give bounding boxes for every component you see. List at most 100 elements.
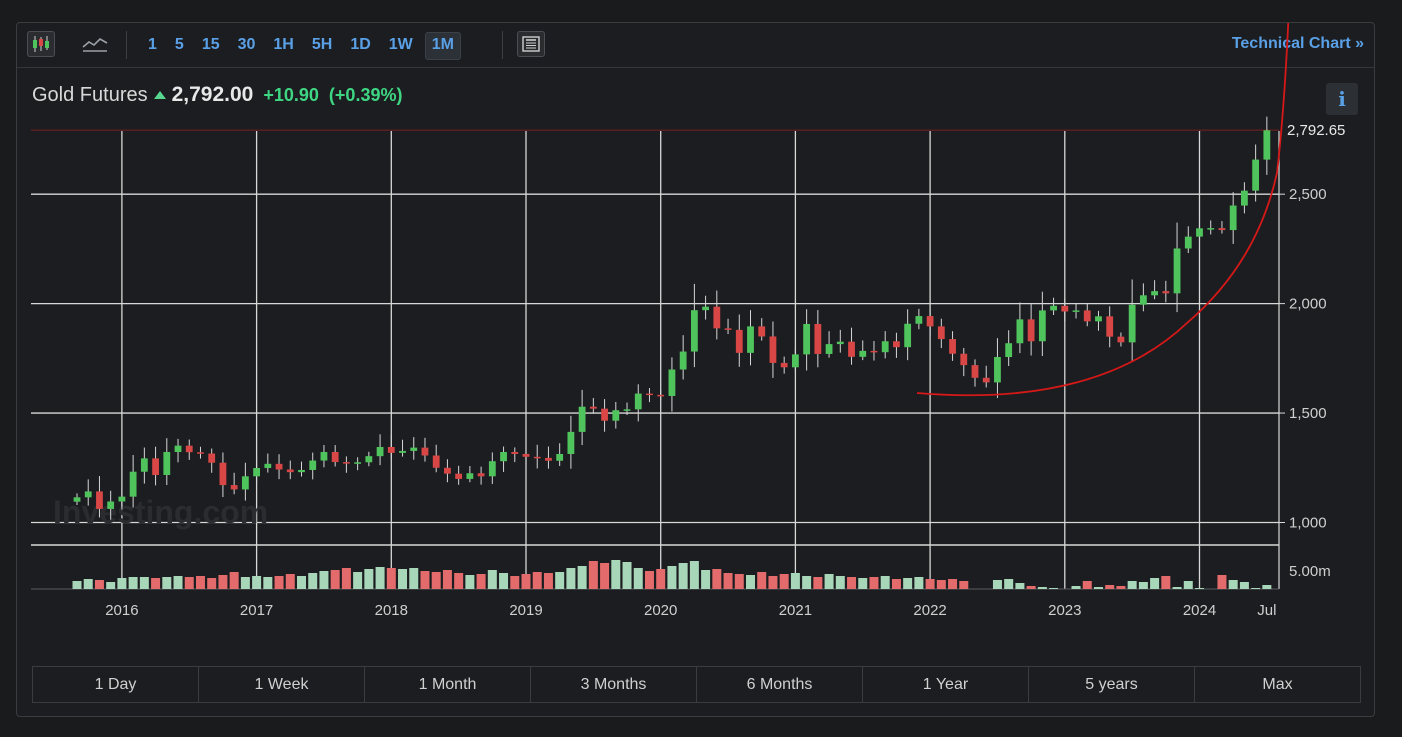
interval-1w[interactable]: 1W (388, 36, 413, 53)
candle-down (444, 467, 451, 474)
volume-bar (375, 567, 385, 589)
volume-bar (1015, 583, 1025, 589)
candle-up (163, 452, 171, 475)
volume-bar (1172, 587, 1182, 589)
newspaper-icon[interactable] (517, 31, 545, 57)
interval-1h[interactable]: 1H (273, 36, 294, 53)
volume-bar (678, 563, 688, 589)
price-chart[interactable]: 1,000 1,500 2,000 2,500 2016 2017 2018 2019 2020… (17, 23, 1376, 623)
candle-down (387, 446, 395, 453)
volume-bar (948, 579, 958, 589)
volume-bar (1251, 588, 1261, 589)
candle-up (1072, 310, 1080, 312)
volume-bar (218, 575, 228, 589)
interval-15[interactable]: 15 (201, 36, 220, 53)
range-1-day[interactable]: 1 Day (33, 667, 199, 702)
interval-1d[interactable]: 1D (350, 36, 371, 53)
candle-down (646, 393, 653, 396)
range-1-week[interactable]: 1 Week (199, 667, 365, 702)
volume-bar (319, 571, 329, 589)
volume-bar (644, 571, 654, 589)
volume-bar (1116, 586, 1126, 589)
x-tick-label: 2023 (1048, 602, 1081, 619)
range-selector: 1 Day 1 Week 1 Month 3 Months 6 Months 1 Year… (32, 666, 1361, 703)
candle-up (679, 351, 687, 370)
volume-bar (308, 573, 318, 589)
volume-bar (139, 577, 149, 589)
price-change-percent: (+0.39%) (328, 85, 403, 105)
candle-up (567, 431, 575, 454)
candle-up (904, 323, 912, 348)
volume-bar (656, 569, 666, 589)
candle-down (1106, 316, 1114, 337)
range-1-month[interactable]: 1 Month (365, 667, 531, 702)
candle-up (488, 461, 496, 477)
range-max[interactable]: Max (1262, 676, 1293, 693)
candle-up (1196, 228, 1203, 237)
volume-bar (431, 572, 441, 589)
volume-bar (364, 569, 374, 589)
candle-down (219, 462, 227, 486)
y-tick-label: 1,500 (1289, 405, 1327, 422)
technical-chart-link[interactable]: Technical Chart » (1231, 35, 1364, 52)
interval-30[interactable]: 30 (237, 36, 256, 53)
volume-bar (992, 580, 1002, 589)
candle-down (197, 452, 204, 454)
candle-down (511, 452, 519, 454)
range-3-months[interactable]: 3 Months (531, 667, 697, 702)
toolbar-divider (502, 31, 503, 59)
x-tick-label: Jul (1257, 602, 1276, 619)
info-button[interactable]: i (1326, 83, 1358, 115)
candle-up (1095, 316, 1102, 322)
interval-5h[interactable]: 5H (311, 36, 333, 53)
volume-bar (106, 582, 116, 589)
interval-1m[interactable]: 1M (424, 32, 461, 60)
candle-up (836, 341, 844, 345)
volume-bar (903, 578, 913, 589)
interval-1[interactable]: 1 (148, 36, 157, 53)
candle-up (690, 310, 698, 352)
candle-up (1252, 159, 1260, 191)
volume-bar (600, 563, 610, 589)
range-6-months[interactable]: 6 Months (697, 667, 863, 702)
candle-up (578, 406, 586, 432)
candle-down (96, 491, 103, 509)
x-tick-label: 2019 (509, 602, 542, 619)
candle-up (107, 501, 115, 509)
volume-bar (869, 577, 879, 589)
candle-up (354, 462, 362, 464)
range-1-year[interactable]: 1 Year (863, 667, 1029, 702)
candle-up (1050, 305, 1057, 311)
chart-toolbar: 1 5 15 30 1H 5H 1D 1W 1M Technical Chart » (17, 23, 1374, 68)
candle-down (724, 328, 732, 330)
candle-up (174, 445, 182, 453)
candle-up (803, 323, 811, 355)
instrument-header: Gold Futures 2,792.00 +10.90 (+0.39%) (32, 83, 402, 109)
range-5-years[interactable]: 5 years (1029, 667, 1195, 702)
candle-down (769, 336, 777, 363)
candle-down (960, 353, 968, 366)
candle-down (275, 463, 283, 470)
volume-bar (1138, 582, 1148, 589)
volume-bar (229, 572, 239, 589)
volume-bar (465, 575, 475, 589)
volume-bar (1037, 587, 1047, 589)
volume-bar (689, 561, 699, 589)
candle-down (713, 306, 721, 329)
candle-up (241, 476, 249, 490)
line-chart-icon[interactable] (81, 31, 109, 57)
candle-down (758, 326, 766, 337)
candlestick-icon[interactable] (27, 31, 55, 57)
interval-5[interactable]: 5 (174, 36, 184, 53)
candle-up (500, 452, 507, 462)
volume-bar (117, 578, 127, 589)
candle-down (893, 341, 900, 348)
volume-bar (476, 574, 486, 589)
volume-bar (667, 566, 677, 589)
candle-down (1083, 310, 1091, 322)
volume-bar (1239, 582, 1249, 589)
candle-up (1173, 248, 1181, 294)
volume-bar (790, 573, 800, 589)
volume-bar (914, 577, 924, 589)
candle-down (343, 462, 350, 464)
